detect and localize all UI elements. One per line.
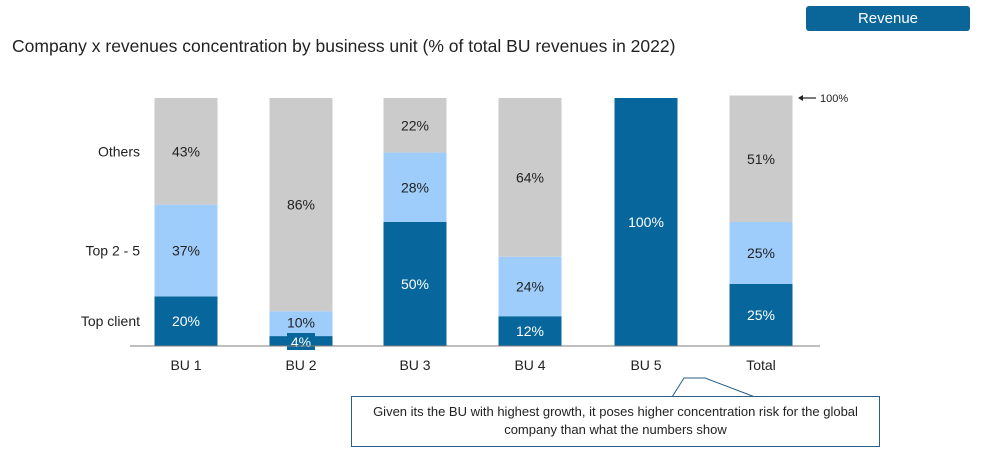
revenue-badge: Revenue	[806, 6, 970, 31]
data-label-4-1: 12%	[516, 323, 544, 339]
arrow-head-icon	[798, 95, 803, 101]
data-label-3-3: 22%	[401, 117, 429, 133]
row-labels: Top client Top 2 - 5 Others	[81, 143, 140, 329]
bar-segment-top-client-1	[154, 296, 218, 346]
row-label-top-2-5: Top 2 - 5	[86, 243, 141, 259]
x-tick-label: BU 5	[630, 357, 661, 373]
bar-segment-others-4	[498, 98, 562, 257]
data-label-2-3: 86%	[287, 197, 315, 213]
segment-labels-layer: 20% 37% 43% 4% 10% 86% 50% 28% 22% 12% 24% 64% 100% 2…	[172, 117, 775, 350]
bar-segment-others-1	[154, 98, 218, 205]
data-label-2-1: 4%	[291, 334, 311, 350]
bar-segment-others-6	[729, 95, 793, 222]
bar-segment-others-2	[269, 98, 333, 312]
bar-segment-top-2-5-6	[729, 222, 793, 284]
reference-label: 100%	[820, 93, 848, 105]
bar-segment-others-3	[383, 98, 447, 153]
data-label-6-2: 25%	[747, 245, 775, 261]
row-label-top-client: Top client	[81, 313, 140, 329]
x-tick-label: Total	[746, 357, 776, 373]
bar-segment-top-client-4	[498, 316, 562, 346]
data-label-6-3: 51%	[747, 151, 775, 167]
callout-box: Given its the BU with highest growth, it…	[351, 396, 880, 447]
data-label-3-1: 50%	[401, 276, 429, 292]
x-tick-label: BU 4	[514, 357, 545, 373]
chart-title: Company x revenues concentration by busi…	[12, 36, 676, 56]
x-tick-label: BU 2	[285, 357, 316, 373]
bar-segment-top-2-5-1	[154, 204, 218, 297]
bar-segment-top-client-5	[614, 98, 678, 346]
data-label-1-2: 37%	[172, 243, 200, 259]
data-label-3-2: 28%	[401, 179, 429, 195]
bar-segment-top-2-5-4	[498, 256, 562, 317]
data-label-2-2: 10%	[287, 314, 315, 330]
data-label-1-1: 20%	[172, 313, 200, 329]
row-label-others: Others	[98, 143, 140, 159]
bar-segment-top-2-5-2	[269, 311, 333, 337]
bars-layer	[154, 95, 793, 346]
bar-segment-top-2-5-3	[383, 152, 447, 222]
bar-segment-top-client-3	[383, 222, 447, 346]
data-label-5-1: 100%	[628, 214, 664, 230]
bar-segment-top-client-6	[729, 284, 793, 346]
reference-marker: 100%	[798, 93, 848, 105]
x-axis-labels: BU 1 BU 2 BU 3 BU 4 BU 5 Total	[170, 357, 775, 373]
callout-pointer	[671, 377, 756, 398]
data-label-1-3: 43%	[172, 143, 200, 159]
data-label-6-1: 25%	[747, 307, 775, 323]
data-label-4-3: 64%	[516, 169, 544, 185]
x-tick-label: BU 3	[399, 357, 430, 373]
x-tick-label: BU 1	[170, 357, 201, 373]
data-label-4-2: 24%	[516, 278, 544, 294]
